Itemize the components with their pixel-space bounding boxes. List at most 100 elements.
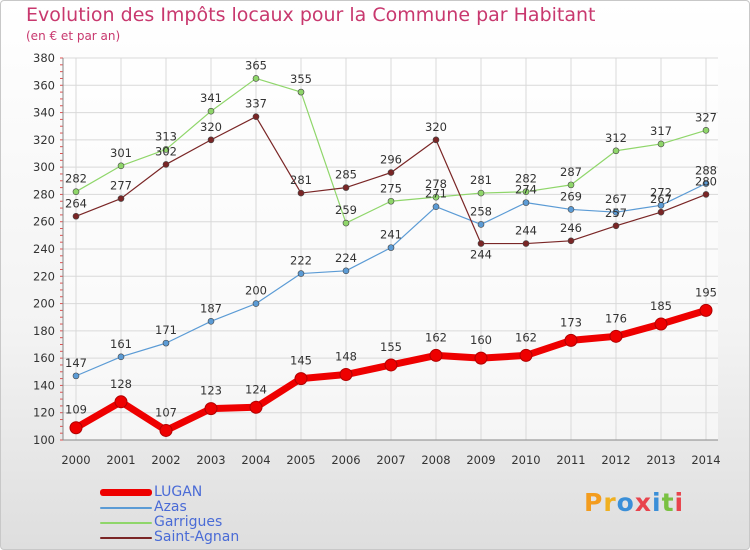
data-point-garrigues xyxy=(207,107,215,115)
y-tick-label: 120 xyxy=(33,406,55,420)
data-label-garrigues: 313 xyxy=(155,129,177,143)
data-point-lugan xyxy=(159,423,173,437)
data-point-lugan xyxy=(114,395,128,409)
legend-swatch-lugan xyxy=(100,489,152,496)
data-label-lugan: 185 xyxy=(650,299,672,313)
data-label-azas: 161 xyxy=(110,337,132,351)
data-point-garrigues xyxy=(657,140,665,148)
data-label-garrigues: 278 xyxy=(425,177,447,191)
data-label-azas: 274 xyxy=(515,183,537,197)
y-tick-label: 340 xyxy=(33,106,55,120)
data-label-lugan: 123 xyxy=(200,384,222,398)
y-tick-label: 240 xyxy=(33,242,55,256)
data-point-saint-agnan xyxy=(117,195,125,202)
data-label-azas: 187 xyxy=(200,301,222,315)
data-point-garrigues xyxy=(342,219,350,227)
data-point-lugan xyxy=(69,421,83,435)
data-label-azas: 269 xyxy=(560,189,582,203)
data-label-garrigues: 275 xyxy=(380,181,402,195)
data-point-azas xyxy=(162,339,170,347)
data-point-azas xyxy=(702,180,710,187)
chart-title: Evolution des Impôts locaux pour la Comm… xyxy=(26,4,596,26)
x-tick-label: 2002 xyxy=(151,453,180,467)
data-point-saint-agnan xyxy=(567,237,575,245)
data-point-lugan xyxy=(429,348,443,362)
logo-letter: i xyxy=(652,488,662,517)
data-label-saint-agnan: 337 xyxy=(245,97,267,111)
data-point-azas xyxy=(72,372,80,380)
data-label-garrigues: 301 xyxy=(110,146,132,160)
y-tick-label: 140 xyxy=(33,378,55,392)
data-point-garrigues xyxy=(477,189,485,197)
data-point-azas xyxy=(657,202,665,209)
data-point-saint-agnan xyxy=(162,161,170,168)
data-label-garrigues: 355 xyxy=(290,72,312,86)
data-label-saint-agnan: 320 xyxy=(425,120,447,134)
data-point-saint-agnan xyxy=(72,212,80,220)
y-tick-label: 360 xyxy=(33,78,55,92)
data-point-garrigues xyxy=(252,75,260,82)
data-point-azas xyxy=(522,199,530,206)
data-point-saint-agnan xyxy=(297,189,305,197)
data-point-azas xyxy=(342,267,350,275)
data-point-azas xyxy=(612,208,620,216)
data-label-saint-agnan: 267 xyxy=(650,192,672,206)
data-point-lugan xyxy=(519,348,533,362)
x-tick-label: 2010 xyxy=(511,453,540,467)
data-label-lugan: 155 xyxy=(380,340,402,354)
data-label-garrigues: 327 xyxy=(695,110,717,124)
data-point-garrigues xyxy=(387,197,395,205)
data-point-lugan xyxy=(384,358,398,372)
x-tick-label: 2001 xyxy=(106,453,135,467)
x-tick-label: 2005 xyxy=(286,453,315,467)
data-point-lugan xyxy=(249,400,263,414)
data-label-lugan: 160 xyxy=(470,333,492,347)
data-label-lugan: 124 xyxy=(245,382,267,396)
y-tick-label: 300 xyxy=(33,160,55,174)
data-label-saint-agnan: 257 xyxy=(605,206,627,220)
data-label-garrigues: 317 xyxy=(650,124,672,138)
data-point-saint-agnan xyxy=(387,169,395,176)
data-label-saint-agnan: 246 xyxy=(560,221,582,235)
data-point-lugan xyxy=(654,317,668,331)
data-label-saint-agnan: 320 xyxy=(200,120,222,134)
data-point-lugan xyxy=(699,303,713,317)
data-point-garrigues xyxy=(612,147,620,155)
data-label-azas: 222 xyxy=(290,254,312,268)
data-label-lugan: 195 xyxy=(695,285,717,299)
y-tick-label: 200 xyxy=(33,297,55,311)
data-point-lugan xyxy=(564,333,578,347)
data-point-lugan xyxy=(474,351,488,365)
logo-letter: i xyxy=(674,488,685,517)
y-tick-label: 280 xyxy=(33,187,55,201)
data-point-garrigues xyxy=(702,127,710,134)
legend-label-garrigues: Garrigues xyxy=(154,514,223,530)
data-label-saint-agnan: 302 xyxy=(155,144,177,158)
data-label-saint-agnan: 280 xyxy=(695,174,717,188)
data-label-lugan: 173 xyxy=(560,315,582,329)
x-tick-label: 2013 xyxy=(646,453,675,467)
data-point-saint-agnan xyxy=(342,184,350,191)
legend-label-lugan: LUGAN xyxy=(154,484,203,500)
data-point-lugan xyxy=(294,372,308,386)
x-tick-label: 2014 xyxy=(691,453,720,467)
data-label-saint-agnan: 244 xyxy=(515,224,537,238)
data-label-garrigues: 259 xyxy=(335,203,357,217)
data-point-saint-agnan xyxy=(522,240,530,247)
data-label-azas: 288 xyxy=(695,164,717,178)
data-label-lugan: 176 xyxy=(605,311,627,325)
data-point-saint-agnan xyxy=(252,113,260,120)
data-label-garrigues: 312 xyxy=(605,131,627,145)
data-point-garrigues xyxy=(432,193,440,201)
legend-swatch-garrigues xyxy=(100,521,152,524)
data-label-lugan: 148 xyxy=(335,350,357,364)
x-tick-label: 2004 xyxy=(241,453,270,467)
y-tick-label: 320 xyxy=(33,133,55,147)
y-tick-label: 160 xyxy=(33,351,55,365)
logo-letter: o xyxy=(616,488,635,517)
data-point-azas xyxy=(432,203,440,211)
x-tick-label: 2011 xyxy=(556,453,585,467)
data-label-saint-agnan: 277 xyxy=(110,179,132,193)
data-label-saint-agnan: 244 xyxy=(470,248,492,262)
